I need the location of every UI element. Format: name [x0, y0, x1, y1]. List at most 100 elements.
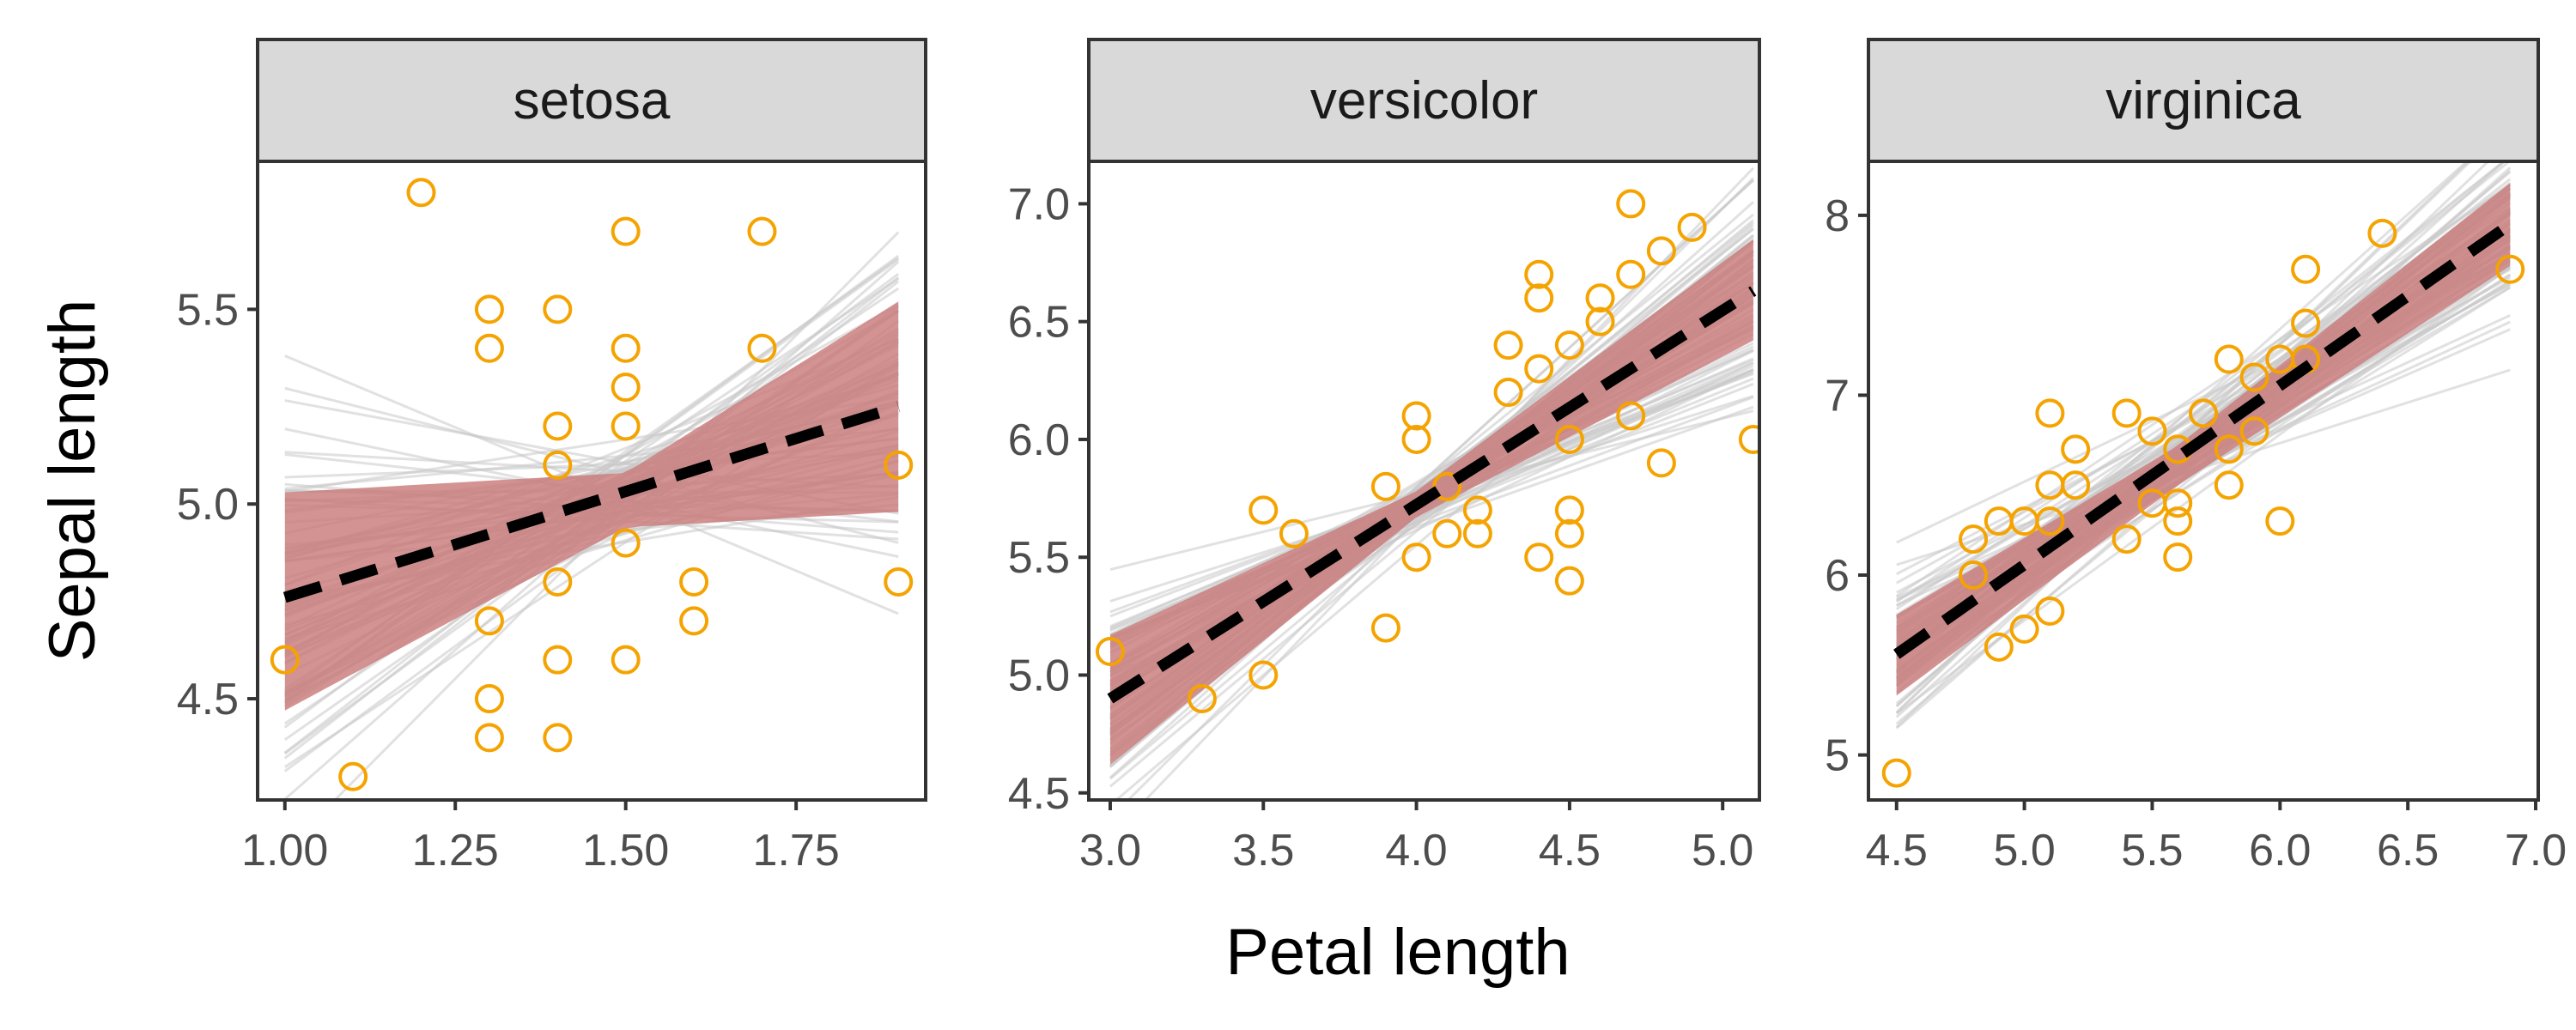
- plot-area: [1095, 167, 1759, 800]
- facet-strip: [1867, 38, 2540, 163]
- data-point: [611, 333, 641, 363]
- facet-strip: [256, 38, 927, 163]
- data-point: [611, 528, 641, 558]
- data-point: [1401, 401, 1431, 431]
- y-tick-label: 7.0: [1008, 179, 1070, 229]
- fitted-line: [1107, 286, 1757, 704]
- x-axis-title: Petal length: [1225, 916, 1570, 989]
- data-point: [2163, 488, 2193, 518]
- panel-border: [256, 160, 927, 802]
- data-point: [2163, 542, 2193, 573]
- facet-strip: [1087, 38, 1761, 163]
- data-point: [543, 566, 573, 597]
- data-point: [2035, 506, 2065, 536]
- data-point: [884, 450, 914, 480]
- data-point: [2214, 470, 2244, 500]
- data-point: [1554, 424, 1584, 454]
- data-point: [2239, 416, 2269, 446]
- data-point: [1585, 306, 1615, 336]
- facet-panel-virginica: virginica 5 6 7 8 4.5 5.0 5.5 6.0 6.5 7.0: [1825, 38, 2567, 876]
- fitted-line: [1893, 220, 2513, 659]
- data-point: [1959, 560, 1989, 591]
- data-point: [2137, 416, 2167, 446]
- data-point: [543, 450, 573, 480]
- x-tick-label: 1.75: [753, 826, 840, 876]
- y-axis-title: Sepal length: [36, 300, 109, 663]
- data-point: [611, 216, 641, 246]
- data-point: [1401, 542, 1431, 573]
- y-tick-label: 7: [1825, 371, 1850, 421]
- data-point: [2111, 524, 2142, 554]
- data-point: [1249, 660, 1279, 690]
- data-point: [406, 178, 436, 208]
- data-point: [1462, 495, 1492, 525]
- data-point: [2214, 434, 2244, 464]
- data-point: [1554, 330, 1584, 360]
- data-point: [474, 294, 504, 324]
- data-point: [1738, 424, 1759, 454]
- data-point: [1959, 524, 1989, 554]
- data-point: [2009, 614, 2039, 644]
- y-tick-label: 6.5: [1008, 298, 1070, 348]
- y-tick-label: 5.5: [177, 285, 239, 335]
- data-point: [2214, 344, 2244, 374]
- y-tick-label: 8: [1825, 191, 1850, 241]
- data-point: [1370, 613, 1400, 643]
- data-point: [611, 645, 641, 675]
- data-point: [1432, 471, 1462, 501]
- y-tick-label: 4.5: [177, 675, 239, 724]
- data-point: [474, 606, 504, 636]
- data-point: [2367, 218, 2397, 248]
- x-tick-label: 1.25: [412, 826, 499, 876]
- data-point: [1616, 401, 1646, 431]
- x-tick-label: 6.0: [2249, 826, 2311, 876]
- credible-ribbon: [1110, 239, 1753, 765]
- y-tick-label: 5.0: [1008, 651, 1070, 700]
- data-point: [1187, 683, 1217, 713]
- data-point: [1646, 236, 1676, 266]
- x-tick-label: 5.0: [1993, 826, 2055, 876]
- data-point: [2111, 398, 2142, 428]
- y-tick-label: 5: [1825, 731, 1850, 781]
- data-point: [2189, 398, 2218, 428]
- data-point: [1677, 212, 1707, 242]
- facet-strip-label: versicolor: [1310, 71, 1538, 130]
- facet-strip-label: virginica: [2105, 71, 2301, 130]
- data-point: [1279, 518, 1309, 548]
- data-point: [1554, 495, 1584, 525]
- data-point: [2495, 254, 2525, 284]
- data-point: [679, 606, 709, 636]
- data-point: [474, 723, 504, 753]
- data-point: [1524, 259, 1554, 289]
- data-point: [2035, 596, 2065, 626]
- x-tick-label: 7.0: [2505, 826, 2567, 876]
- posterior-draw-line: [1895, 184, 2512, 597]
- data-point: [1585, 283, 1615, 313]
- data-point: [2061, 470, 2091, 500]
- x-tick-label: 1.00: [241, 826, 328, 876]
- y-tick-label: 5.0: [177, 480, 239, 530]
- data-point: [1249, 495, 1279, 525]
- plot-area: [270, 178, 914, 800]
- data-point: [2265, 506, 2295, 536]
- data-point: [679, 566, 709, 597]
- facet-panel-versicolor: versicolor 4.5 5.0 5.5 6.0 6.5 7.0 3.0 3.5 4.0 4.5…: [1008, 38, 1761, 876]
- data-point: [2163, 506, 2193, 536]
- data-point: [543, 645, 573, 675]
- data-point: [2239, 362, 2269, 392]
- data-point: [2291, 308, 2321, 338]
- data-point: [1401, 424, 1431, 454]
- data-point: [747, 216, 777, 246]
- data-point: [2061, 434, 2091, 464]
- x-tick-label: 4.0: [1385, 826, 1447, 876]
- data-point: [543, 294, 573, 324]
- data-point: [1554, 518, 1584, 548]
- facet-strip-label: setosa: [513, 71, 671, 130]
- data-point: [1370, 471, 1400, 501]
- panel-border: [1087, 160, 1761, 802]
- data-point: [338, 761, 368, 791]
- data-point: [474, 684, 504, 714]
- data-point: [2035, 398, 2065, 428]
- data-point: [611, 411, 641, 441]
